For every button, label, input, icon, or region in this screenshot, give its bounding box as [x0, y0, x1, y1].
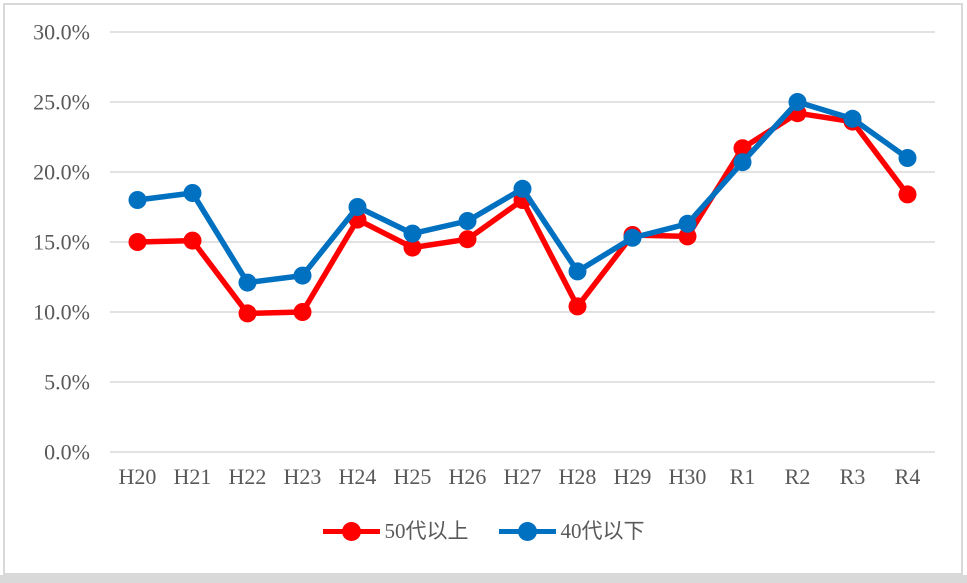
x-tick-label: R3	[840, 464, 866, 489]
blue-series-line-marker-icon	[498, 521, 556, 541]
y-tick-label: 30.0%	[33, 20, 90, 45]
red-series-line-marker-icon	[322, 521, 380, 541]
data-point-marker	[348, 198, 367, 216]
data-point-marker	[568, 297, 587, 316]
y-tick-label: 10.0%	[33, 300, 90, 325]
legend-item-over-50s: 50代以上	[322, 519, 469, 543]
data-point-marker	[183, 231, 202, 250]
data-point-marker	[238, 304, 257, 323]
x-tick-label: H20	[119, 464, 157, 489]
data-point-marker	[183, 184, 202, 202]
x-tick-label: H21	[174, 464, 212, 489]
x-tick-label: H27	[504, 464, 542, 489]
legend-dot-swatch	[517, 521, 537, 541]
y-tick-label: 15.0%	[33, 230, 90, 255]
x-tick-label: R4	[895, 464, 921, 489]
y-tick-label: 5.0%	[44, 370, 90, 395]
x-tick-label: H22	[229, 464, 267, 489]
x-tick-label: R1	[730, 464, 756, 489]
data-point-marker	[403, 224, 422, 243]
legend-label-under-40s: 40代以下	[560, 519, 645, 543]
x-tick-label: H24	[339, 464, 377, 489]
y-tick-label: 25.0%	[33, 90, 90, 115]
data-point-marker	[403, 238, 422, 257]
data-point-marker	[733, 153, 752, 172]
x-tick-label: R2	[785, 464, 811, 489]
data-point-marker	[568, 262, 587, 281]
series-40代以下	[128, 93, 917, 292]
bottom-strip	[0, 575, 967, 583]
data-point-marker	[238, 273, 257, 292]
x-tick-label: H26	[449, 464, 487, 489]
data-point-marker	[293, 266, 312, 285]
data-point-marker	[678, 214, 697, 233]
data-point-marker	[733, 139, 752, 158]
legend-label-over-50s: 50代以上	[384, 519, 469, 543]
data-point-marker	[898, 149, 917, 167]
legend-dot-swatch	[341, 521, 361, 541]
y-axis-labels: 0.0% 5.0% 10.0% 15.0% 20.0% 25.0% 30.0%	[33, 20, 90, 465]
data-point-marker	[678, 227, 697, 246]
data-point-marker	[458, 212, 477, 230]
data-point-marker	[788, 93, 807, 111]
y-tick-label: 0.0%	[44, 440, 90, 465]
x-tick-label: H25	[394, 464, 432, 489]
data-point-marker	[293, 303, 312, 321]
x-tick-label: H28	[559, 464, 597, 489]
y-tick-label: 20.0%	[33, 160, 90, 185]
legend: 50代以上 40代以下	[0, 519, 967, 543]
data-point-marker	[128, 191, 147, 209]
legend-item-under-40s: 40代以下	[498, 519, 645, 543]
data-point-marker	[458, 230, 477, 249]
x-tick-label: H23	[284, 464, 322, 489]
data-point-marker	[128, 233, 147, 251]
x-tick-label: H29	[614, 464, 652, 489]
data-point-marker	[513, 179, 532, 198]
x-tick-label: H30	[669, 464, 707, 489]
x-axis-labels: H20 H21 H22 H23 H24 H25 H26 H27 H28 H29 H30 R1 R2 R3 R…	[119, 464, 921, 489]
data-point-marker	[898, 185, 917, 204]
gridlines	[110, 31, 935, 453]
data-point-marker	[843, 109, 862, 128]
data-point-marker	[623, 228, 642, 247]
